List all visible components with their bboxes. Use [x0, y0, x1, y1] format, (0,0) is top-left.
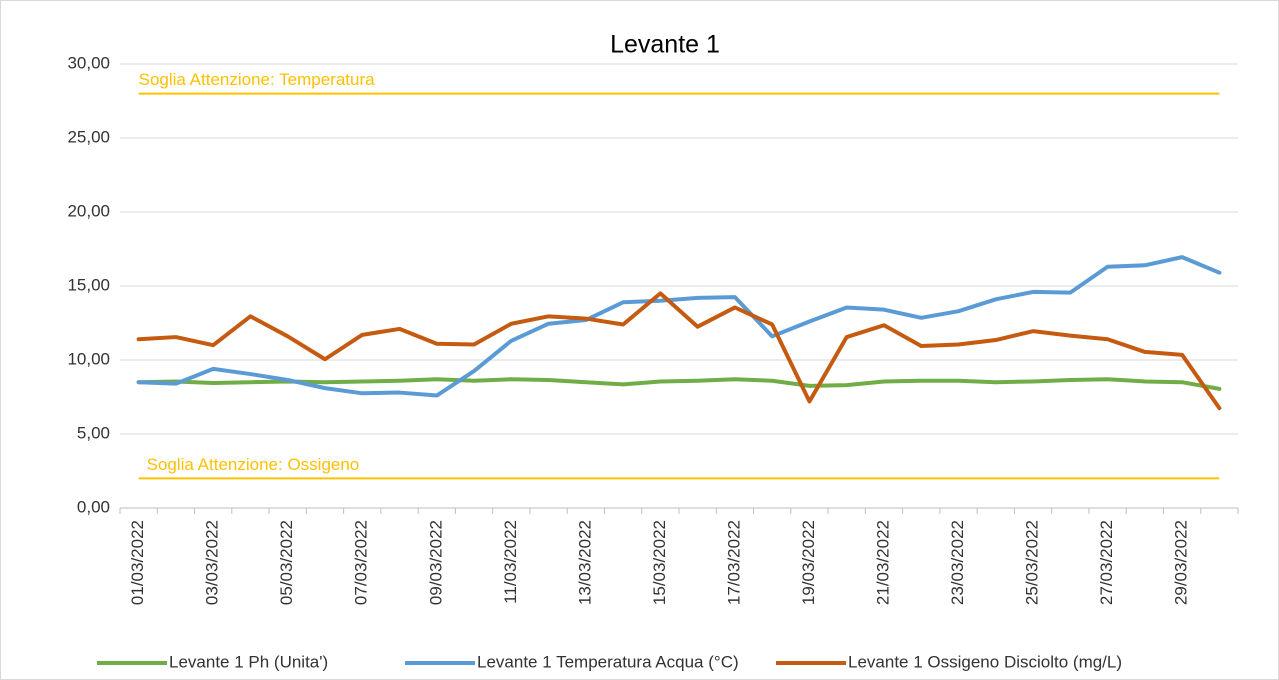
y-tick-label: 25,00	[67, 127, 110, 146]
x-tick-label: 23/03/2022	[948, 520, 967, 605]
x-tick-label: 29/03/2022	[1172, 520, 1191, 605]
y-tick-label: 20,00	[67, 201, 110, 220]
x-tick-label: 15/03/2022	[650, 520, 669, 605]
y-tick-label: 30,00	[67, 53, 110, 72]
threshold-label: Soglia Attenzione: Ossigeno	[147, 455, 360, 474]
legend-label: Levante 1 Ossigeno Disciolto (mg/L)	[848, 652, 1122, 671]
x-tick-label: 11/03/2022	[501, 520, 520, 604]
x-tick-label: 01/03/2022	[128, 520, 147, 605]
series-line	[136, 255, 1222, 398]
y-tick-label: 5,00	[77, 423, 110, 442]
chart-title: Levante 1	[610, 31, 720, 59]
x-tick-label: 09/03/2022	[426, 520, 445, 605]
series-line	[136, 377, 1222, 391]
y-tick-label: 0,00	[77, 497, 110, 516]
x-tick-label: 27/03/2022	[1097, 520, 1116, 605]
y-tick-label: 10,00	[67, 349, 110, 368]
series-line	[136, 291, 1222, 411]
x-tick-label: 25/03/2022	[1023, 520, 1042, 605]
y-tick-label: 15,00	[67, 275, 110, 294]
threshold-label: Soglia Attenzione: Temperatura	[139, 70, 375, 89]
legend-label: Levante 1 Temperatura Acqua (°C)	[477, 652, 739, 671]
x-tick-label: 05/03/2022	[277, 520, 296, 605]
x-tick-label: 19/03/2022	[799, 520, 818, 605]
x-tick-label: 13/03/2022	[575, 520, 594, 605]
legend-label: Levante 1 Ph (Unita')	[169, 652, 328, 671]
x-tick-label: 21/03/2022	[873, 520, 892, 605]
x-tick-label: 07/03/2022	[352, 520, 371, 605]
x-tick-label: 17/03/2022	[724, 520, 743, 605]
x-tick-label: 03/03/2022	[203, 520, 222, 605]
